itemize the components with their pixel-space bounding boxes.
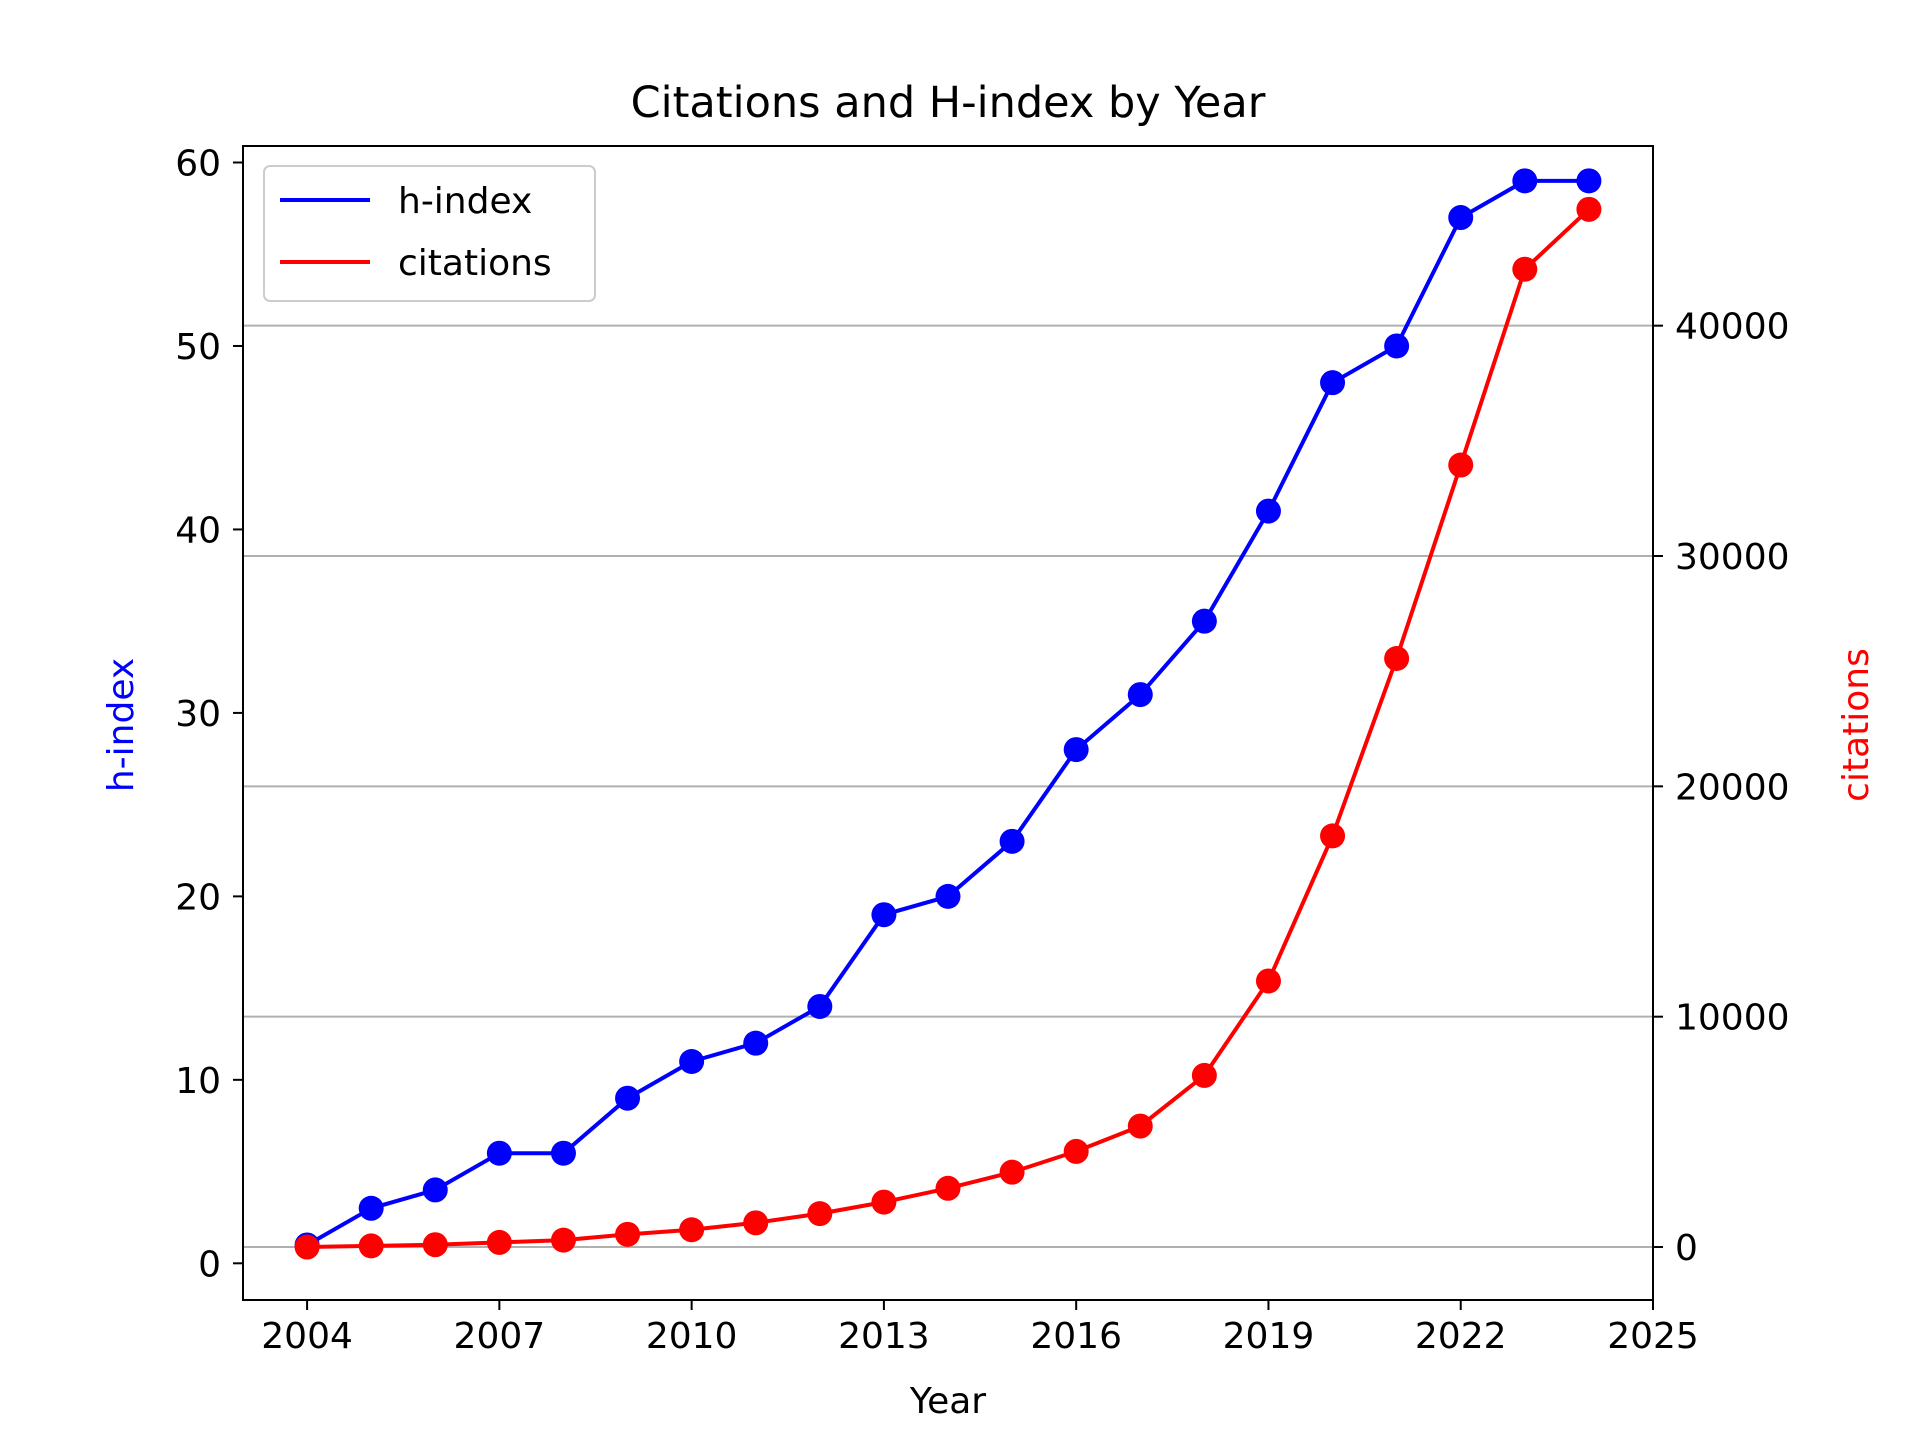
- data-point-h-index: [1255, 498, 1281, 524]
- data-point-h-index: [422, 1177, 448, 1203]
- right-y-axis: 0 10000 20000 30000 40000: [1653, 307, 1790, 1269]
- data-point-citations: [871, 1189, 897, 1215]
- data-point-citations: [935, 1175, 961, 1201]
- data-point-citations: [1255, 968, 1281, 994]
- x-tick-label: 2007: [454, 1316, 546, 1357]
- data-point-h-index: [1320, 370, 1346, 396]
- data-point-citations: [486, 1229, 512, 1255]
- data-point-h-index: [486, 1140, 512, 1166]
- right-y-tick-label: 0: [1675, 1228, 1698, 1269]
- left-y-axis: 0 10 20 30 40 50 60: [175, 144, 243, 1285]
- data-point-h-index: [1127, 682, 1153, 708]
- data-point-citations: [1191, 1062, 1217, 1088]
- data-point-citations: [550, 1227, 576, 1253]
- x-tick-label: 2022: [1415, 1316, 1507, 1357]
- data-point-citations: [1063, 1138, 1089, 1164]
- x-tick-label: 2016: [1030, 1316, 1122, 1357]
- x-axis-label: Year: [909, 1381, 986, 1422]
- right-y-tick-label: 40000: [1675, 307, 1790, 348]
- data-point-h-index: [1384, 333, 1410, 359]
- data-point-citations: [358, 1233, 384, 1259]
- right-y-axis-label: citations: [1836, 648, 1877, 802]
- data-point-citations: [615, 1221, 641, 1247]
- right-y-tick-label: 30000: [1675, 537, 1790, 578]
- x-tick-label: 2013: [838, 1316, 930, 1357]
- x-tick-label: 2025: [1607, 1316, 1699, 1357]
- data-point-h-index: [1448, 205, 1474, 231]
- data-point-citations: [807, 1201, 833, 1227]
- left-y-tick-label: 60: [175, 144, 221, 185]
- chart-title: Citations and H-index by Year: [631, 78, 1266, 128]
- data-point-citations: [679, 1217, 705, 1243]
- data-point-h-index: [743, 1030, 769, 1056]
- data-point-h-index: [679, 1048, 705, 1074]
- x-axis: 2004 2007 2010 2013 2016 2019 2022 2025: [261, 1300, 1699, 1357]
- data-point-h-index: [1576, 168, 1602, 194]
- data-point-h-index: [1512, 168, 1538, 194]
- legend: h-index citations: [263, 165, 596, 302]
- data-point-citations: [422, 1232, 448, 1258]
- left-y-tick-label: 50: [175, 327, 221, 368]
- right-y-tick-label: 10000: [1675, 998, 1790, 1039]
- left-y-tick-label: 10: [175, 1061, 221, 1102]
- data-point-h-index: [1191, 608, 1217, 634]
- data-point-h-index: [871, 902, 897, 928]
- data-point-citations: [1512, 256, 1538, 282]
- data-point-h-index: [807, 993, 833, 1019]
- left-y-axis-label: h-index: [101, 658, 142, 792]
- data-point-citations: [1127, 1113, 1153, 1139]
- data-point-citations: [1384, 646, 1410, 672]
- data-point-citations: [999, 1159, 1025, 1185]
- data-point-h-index: [550, 1140, 576, 1166]
- data-point-h-index: [1063, 737, 1089, 763]
- x-tick-label: 2010: [646, 1316, 738, 1357]
- x-tick-label: 2019: [1223, 1316, 1315, 1357]
- legend-label-h-index: h-index: [398, 181, 532, 222]
- left-y-tick-label: 30: [175, 694, 221, 735]
- x-tick-label: 2004: [261, 1316, 353, 1357]
- data-point-h-index: [615, 1085, 641, 1111]
- left-y-tick-label: 40: [175, 510, 221, 551]
- data-point-citations: [1576, 196, 1602, 222]
- data-point-h-index: [358, 1195, 384, 1221]
- data-point-citations: [1448, 452, 1474, 478]
- data-point-citations: [743, 1210, 769, 1236]
- left-y-tick-label: 20: [175, 877, 221, 918]
- data-point-h-index: [935, 883, 961, 909]
- plot-frame: [242, 145, 1654, 1301]
- data-point-h-index: [999, 828, 1025, 854]
- data-point-citations: [294, 1234, 320, 1260]
- series-layer: [294, 168, 1602, 1260]
- left-y-tick-label: 0: [198, 1244, 221, 1285]
- data-point-citations: [1320, 823, 1346, 849]
- right-y-tick-label: 20000: [1675, 767, 1790, 808]
- legend-label-citations: citations: [398, 243, 552, 284]
- grid: [243, 324, 1653, 1249]
